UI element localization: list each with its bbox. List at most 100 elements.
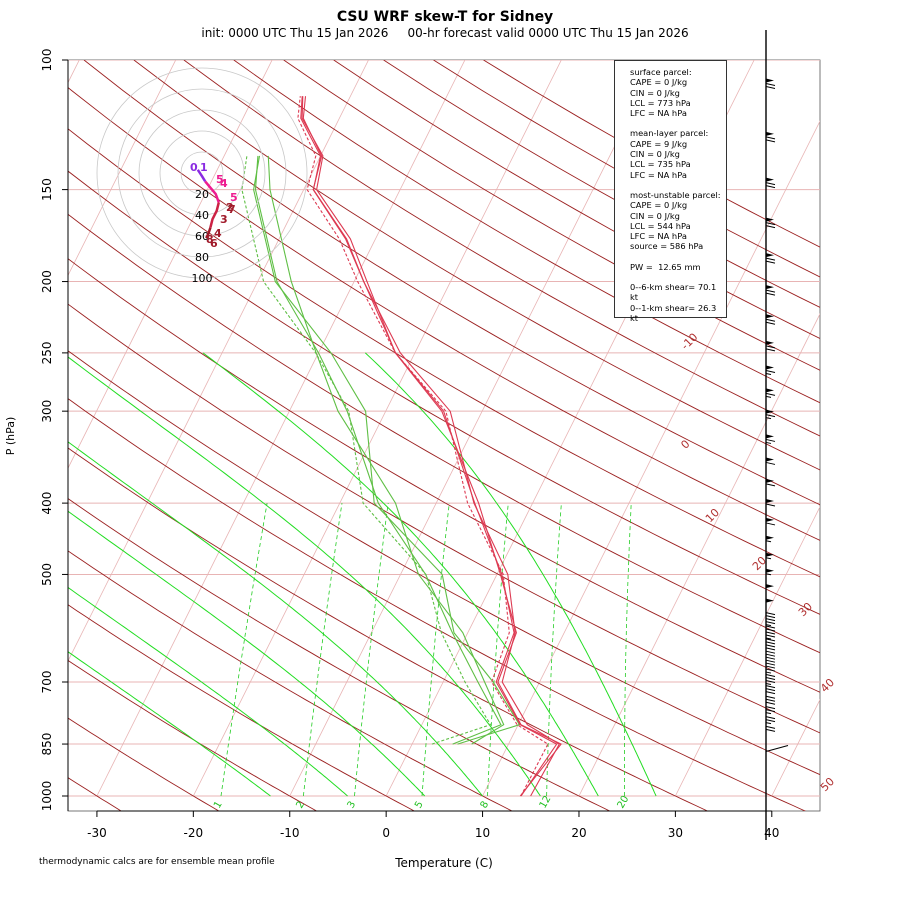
barb-flag [765,82,776,86]
barb-flag [765,695,776,699]
dewpoint-profile [241,155,521,745]
mean-layer-parcel: mean-layer parcel: CAPE = 9 J/kg CIN = 0… [615,128,726,179]
isotherm-line [96,60,466,797]
dry-adiabat [68,447,709,811]
wind-barb [765,314,776,327]
barb-flag [765,225,776,229]
dry-adiabat [68,350,820,776]
wind-barb [765,674,776,687]
wind-barb [765,535,774,548]
wind-barb [765,662,776,676]
barb-flag [765,522,776,526]
mixing-ratio-label: 1 [212,799,225,810]
shear-values: 0--6-km shear= 70.1 kt 0--1-km shear= 26… [615,282,726,323]
barb-pennant [766,478,774,483]
barb-flag [765,621,776,625]
y-tick-label: 1000 [40,781,54,812]
isotherm-line [868,60,900,796]
ml-parcel-header: mean-layer parcel: [630,128,709,139]
barb-pennant [766,499,774,504]
y-tick-label: 100 [40,49,54,72]
barb-flag [765,618,776,622]
hodograph-ring [180,151,224,195]
barb-flag [765,662,776,666]
hodograph-trace [196,169,207,183]
surface-cin: CIN = 0 J/kg [630,87,680,98]
barb-pennant [766,535,774,540]
pressure-axis: 100 150 200 250 300 400 500 700 850 1000 [40,49,69,812]
hodograph-ring-label: 40 [195,209,209,222]
barb-half-flag [765,372,772,375]
wind-barb [765,78,776,91]
mixing-ratio-line [487,503,509,797]
isotherm-line [192,60,562,797]
isotherm-line [289,60,659,797]
wind-barb [765,217,776,230]
barb-pennant [766,434,774,439]
dry-adiabat [68,170,820,615]
barb-flag [765,677,776,681]
wind-barb [765,253,776,266]
y-tick-label: 700 [40,671,54,694]
barb-half-flag [765,557,772,560]
hodograph-trace [209,202,221,228]
dry-adiabat [68,604,416,811]
barb-flag [765,503,776,507]
barb-pennant [766,217,774,222]
barb-flag [765,668,776,672]
dry-adiabat [68,87,820,541]
wind-barb [765,177,776,190]
barb-pennant [766,552,774,557]
barb-pennant [766,365,774,370]
hodograph-point-label: 5 [216,173,224,186]
hodograph-ring [96,67,308,279]
hodograph-point-label: 1 [200,161,208,174]
wind-barb [765,517,776,530]
barb-pennant [766,568,774,573]
mixing-ratio-line [421,503,450,797]
mixing-ratio-line [546,503,562,797]
mixing-ratio-line [220,503,268,797]
barb-flag [765,345,776,349]
hodograph-point-label: 4 [220,177,228,190]
hodograph-point-label: 5 [230,191,238,204]
barb-pennant [766,78,774,83]
barb-flag [765,716,776,720]
hodograph-ring-label: 60 [195,230,209,243]
barb-flag [765,709,776,713]
isotherm-label: -10 [679,331,701,353]
y-axis-label: P (hPa) [4,417,17,456]
isotherm-label: 40 [818,676,837,695]
moist-adiabat [68,586,348,797]
barb-flag [765,292,776,296]
surface-parcel: surface parcel: CAPE = 0 J/kg CIN = 0 J/… [615,67,726,118]
x-tick-label: 30 [668,826,683,840]
mu-source: source = 586 hPa [630,241,704,252]
x-tick-label: 20 [571,826,586,840]
ml-cin: CIN = 0 J/kg [630,149,680,160]
y-tick-label: 500 [40,563,54,586]
wind-barb [765,388,776,401]
barb-flag [765,139,776,143]
dry-adiabat [183,60,820,437]
mu-cin: CIN = 0 J/kg [630,210,680,221]
barb-flag [765,653,776,657]
isotherm-line [578,313,820,797]
barb-flag [765,348,776,352]
barb-flag [765,625,776,629]
barb-pennant [766,253,774,258]
wind-barb [765,131,776,144]
ml-cape: CAPE = 9 J/kg [630,138,688,149]
mixing-ratio-lines [220,503,632,797]
barb-half-flag [765,417,772,420]
wind-barb [765,625,776,640]
barb-half-flag [765,712,772,715]
hodograph-point-label: 3 [220,213,228,226]
barb-flag [765,728,776,732]
mu-parcel-header: most-unstable parcel: [630,189,721,200]
barb-flag [765,615,776,619]
x-tick-label: -10 [280,826,300,840]
barb-pennant [766,584,774,589]
barb-pennant [766,314,774,319]
